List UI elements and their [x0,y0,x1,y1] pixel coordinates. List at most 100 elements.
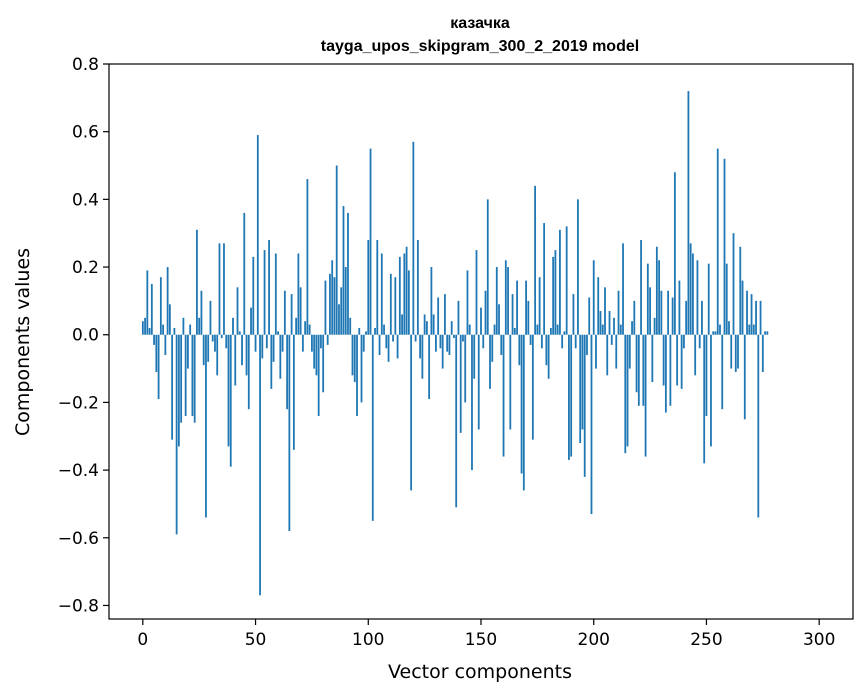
bar [342,206,345,335]
bar [261,334,264,359]
bar [563,331,566,335]
bar [482,334,485,349]
bar [193,334,196,423]
bar [721,334,724,410]
bar [489,334,491,389]
bar [646,263,649,335]
bar [324,280,327,335]
bar [207,334,210,362]
bar [292,334,295,450]
bar [554,250,557,335]
bar [759,300,762,335]
bar [662,334,665,386]
bar [719,324,721,335]
y-tick-label: 0.4 [72,190,99,210]
bar [238,331,241,335]
bar [502,334,505,457]
bar [369,148,372,335]
bar [141,321,144,335]
bar [525,280,527,335]
x-tick-label: 150 [465,630,497,650]
bar [216,334,219,376]
bar [710,334,712,447]
bar [732,233,735,335]
bar [750,294,753,335]
bar [671,297,674,335]
bar [421,334,424,379]
bar [171,334,174,440]
bar [155,334,158,372]
bar [698,334,701,349]
bar [236,287,239,335]
bar [667,290,670,335]
bar [471,334,473,471]
bar [644,334,647,457]
bar [493,324,496,335]
bar [234,334,237,386]
bar [448,334,451,356]
bar [685,300,688,335]
bar [439,334,442,349]
bar [473,334,476,379]
bar [649,287,651,335]
bar [362,334,365,352]
bar [166,267,169,335]
bar [626,334,629,447]
bar [752,324,755,335]
bar [764,331,766,335]
bar [475,250,478,335]
bar [403,253,406,335]
bar [430,267,433,335]
bar [678,280,681,335]
bar [534,185,537,335]
y-tick-label: 0.8 [72,55,99,75]
bar [543,223,546,335]
bar [728,321,730,335]
bar [265,334,268,349]
bar [604,287,606,335]
bar [716,148,719,335]
bar [256,135,259,335]
bar [606,334,609,376]
bar [349,317,352,335]
bar [205,334,207,518]
bar [423,314,426,335]
bar [680,334,683,389]
bar [227,334,230,447]
bar [191,334,194,416]
bar [694,334,697,376]
bar [577,199,579,335]
bar [218,243,221,335]
bar [617,290,620,335]
bar [374,327,376,335]
bar [241,334,243,366]
bar [146,270,149,335]
x-tick-label: 0 [137,630,148,650]
bar [335,165,338,335]
bar [518,334,521,366]
bar [509,334,512,430]
bar [198,317,201,335]
bar [601,324,604,335]
y-axis-label: Components values [12,248,34,436]
bar [182,317,185,335]
bar [304,321,307,335]
bar [153,334,155,345]
bar [730,334,733,369]
y-tick-label: 0.2 [72,258,99,278]
bar [462,334,464,342]
bar [628,334,631,369]
bar [457,300,460,335]
bar [243,212,246,335]
bar [498,304,500,335]
bar [326,334,329,345]
bar [453,334,455,339]
bar [507,267,509,335]
bar [444,294,446,335]
y-axis: −0.8 −0.6 −0.4 −0.2 0.0 0.2 0.4 0.6 0.8 [58,55,109,616]
bar [229,334,232,467]
bar [288,334,291,532]
bar [162,324,165,335]
bar [642,334,645,406]
chart-title: казачка [450,15,510,32]
